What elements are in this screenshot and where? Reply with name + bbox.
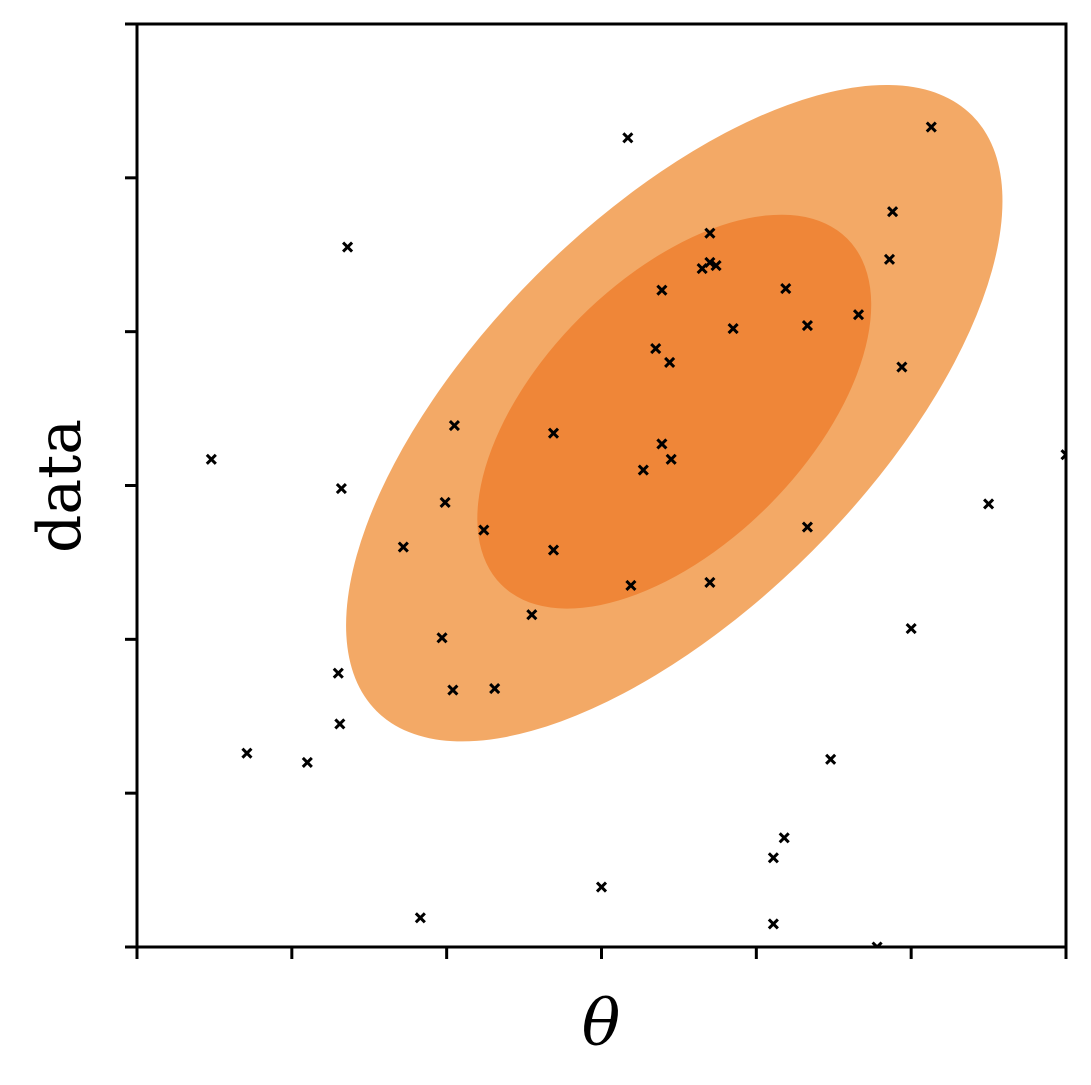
data-point bbox=[526, 609, 538, 621]
data-point bbox=[489, 682, 501, 695]
data-point bbox=[727, 323, 739, 335]
data-point bbox=[625, 579, 637, 592]
data-point bbox=[656, 438, 668, 450]
data-point bbox=[825, 753, 837, 765]
data-point bbox=[414, 912, 426, 924]
data-point bbox=[767, 852, 779, 864]
data-point bbox=[547, 427, 560, 439]
data-point bbox=[205, 453, 217, 465]
data-point bbox=[332, 667, 344, 679]
data-point bbox=[871, 941, 883, 947]
data-point bbox=[650, 343, 662, 355]
x-axis-label: θ bbox=[582, 987, 621, 1061]
data-point bbox=[704, 576, 716, 588]
data-point bbox=[780, 283, 792, 295]
data-point bbox=[664, 356, 676, 368]
data-point bbox=[478, 524, 490, 536]
data-point bbox=[887, 206, 899, 218]
x-axis-ticks bbox=[135, 947, 1068, 959]
data-point bbox=[801, 521, 813, 533]
data-point bbox=[801, 319, 813, 332]
data-point bbox=[704, 227, 716, 239]
data-point bbox=[767, 918, 779, 930]
data-point bbox=[883, 253, 896, 265]
data-point bbox=[1060, 449, 1066, 461]
data-point bbox=[241, 747, 253, 759]
data-point bbox=[447, 684, 459, 696]
data-point bbox=[704, 256, 716, 269]
data-point bbox=[397, 541, 409, 553]
confidence-regions bbox=[346, 85, 1003, 742]
data-point bbox=[896, 361, 908, 373]
data-point bbox=[334, 718, 346, 730]
data-point bbox=[665, 453, 677, 465]
data-point bbox=[301, 756, 313, 768]
y-axis-ticks bbox=[125, 22, 137, 949]
data-point bbox=[622, 132, 634, 144]
y-axis-label: data bbox=[25, 419, 95, 553]
inner-confidence-region bbox=[477, 214, 872, 609]
data-points bbox=[205, 121, 1066, 947]
data-point bbox=[710, 259, 722, 272]
data-point bbox=[335, 483, 347, 495]
data-point bbox=[656, 284, 668, 296]
data-point bbox=[547, 544, 560, 556]
data-point bbox=[439, 496, 451, 508]
data-point bbox=[905, 623, 917, 635]
data-point bbox=[448, 419, 460, 432]
data-point bbox=[436, 632, 448, 644]
data-point bbox=[925, 121, 937, 133]
data-point bbox=[342, 241, 354, 253]
data-point bbox=[637, 464, 649, 476]
data-point bbox=[778, 832, 790, 844]
data-point bbox=[595, 881, 608, 893]
data-point bbox=[983, 498, 995, 510]
data-point bbox=[852, 309, 865, 321]
